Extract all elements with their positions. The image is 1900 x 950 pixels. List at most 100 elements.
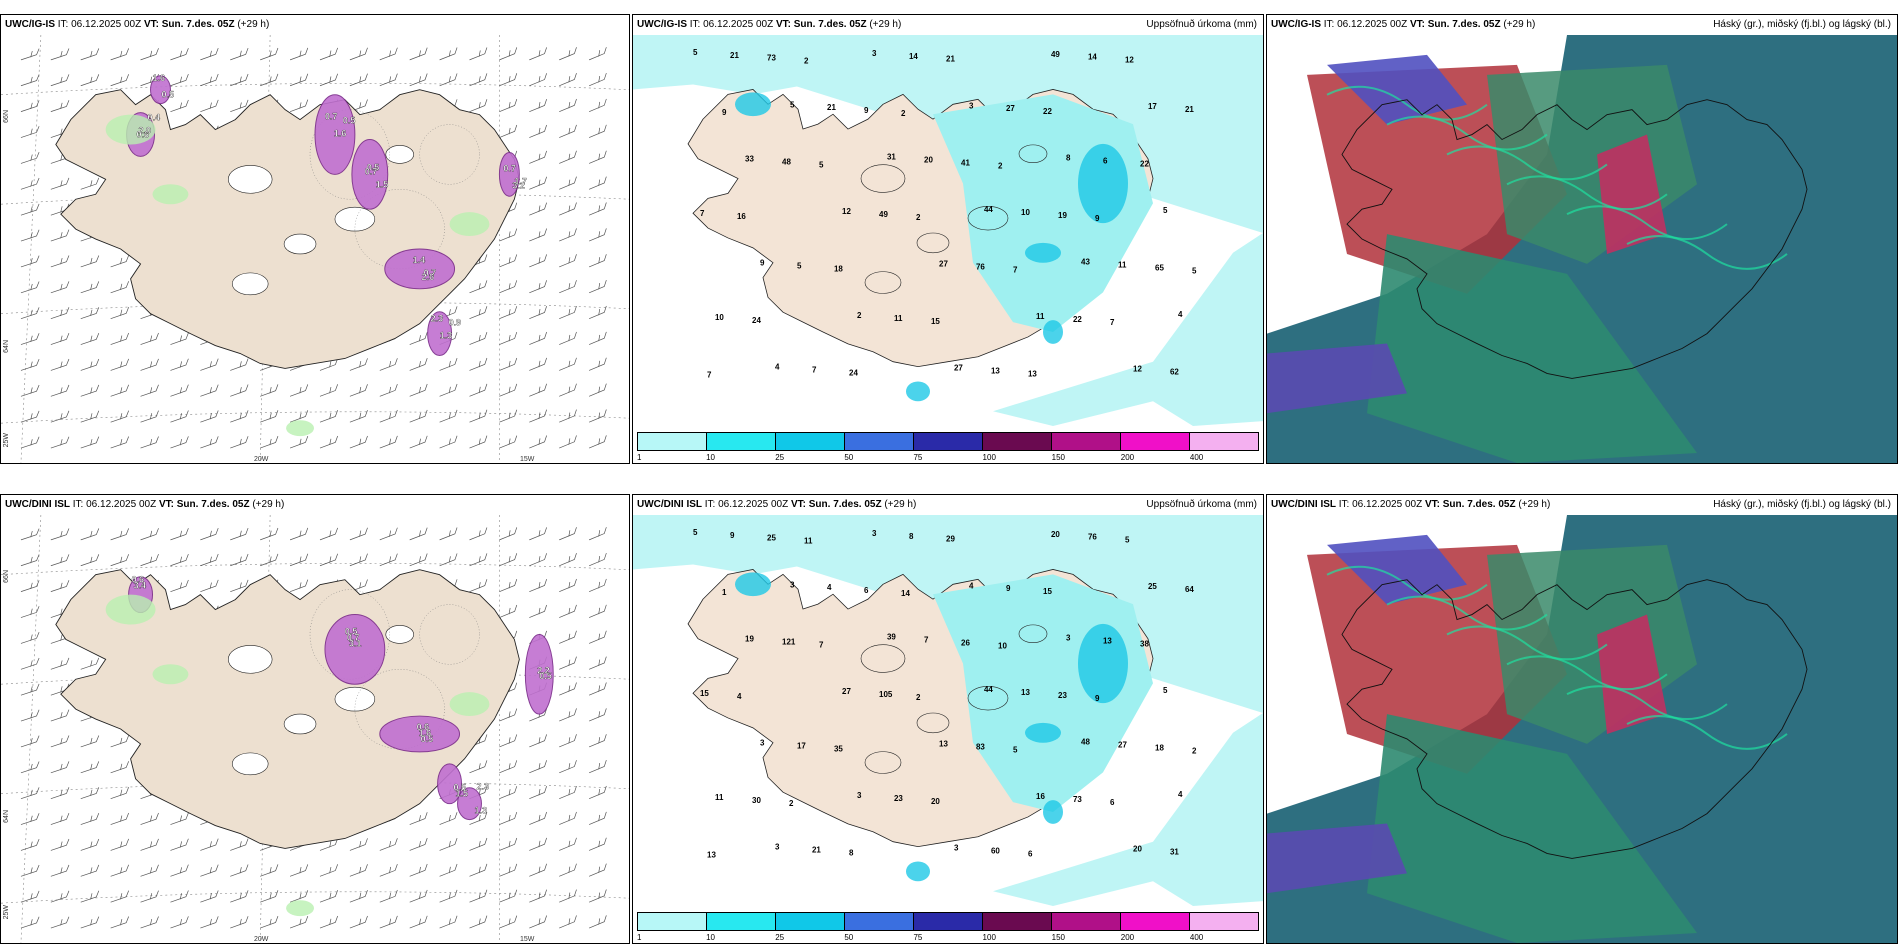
precip-value-label: 15	[931, 317, 940, 326]
wind-barb	[559, 47, 577, 61]
precip-value-label: 31	[887, 153, 896, 162]
wind-barb	[379, 384, 398, 397]
map-precip: 5 3 39 44 48 4 3 3 4 3 5 3 3 3 20 25 19 27 13 16 20 9 4 7 13 27 11…	[633, 515, 1263, 911]
wind-barb	[20, 916, 40, 929]
wind-barb	[170, 73, 189, 87]
wind-barb	[469, 760, 488, 774]
wind-barb	[80, 787, 100, 800]
wind-barb	[409, 838, 428, 851]
wind-barb	[559, 760, 577, 774]
cloud-contour	[1446, 145, 1608, 181]
cloud-contour	[1566, 205, 1728, 241]
wind-barb	[20, 307, 40, 320]
wind-barb	[230, 410, 249, 423]
precip-value-label: 13	[1103, 637, 1112, 646]
precip-value-label: 15	[1043, 587, 1052, 596]
wind-barb	[110, 48, 129, 61]
wind-barb	[80, 332, 100, 345]
precip-value-label: 9	[760, 259, 765, 268]
wind-barb	[379, 864, 398, 877]
wind-barb	[588, 254, 607, 268]
high-cloud-area	[1597, 614, 1667, 734]
colorbar-segment	[914, 433, 983, 450]
wind-value-label: 0.5	[345, 626, 357, 636]
wind-barb	[588, 578, 607, 592]
vt-label: VT:	[158, 499, 174, 510]
wind-barb	[289, 47, 309, 61]
wind-barb	[319, 73, 338, 87]
wind-value-label: 3.4	[134, 581, 146, 591]
wind-barb	[20, 864, 40, 877]
precip-value-label: 21	[827, 103, 836, 112]
wind-barb	[469, 812, 488, 825]
vt-value: Sun. 7.des. 05Z	[808, 499, 882, 510]
vt-label: VT:	[1424, 499, 1440, 510]
wind-barb	[140, 554, 159, 567]
wind-barb	[80, 812, 100, 825]
wind-barb	[170, 358, 189, 371]
wind-barb	[110, 410, 129, 423]
wind-barb	[260, 73, 279, 87]
wind-barb	[559, 228, 577, 242]
precip-value-label: 30	[752, 796, 761, 805]
wind-barb	[170, 579, 189, 592]
wind-barb	[588, 734, 607, 748]
wind-barb	[50, 709, 70, 722]
glacier	[385, 625, 414, 644]
wind-barb	[50, 358, 70, 371]
precip-value-label: 25	[767, 534, 776, 543]
wind-barb	[588, 630, 607, 644]
wind-barb	[80, 74, 100, 87]
wind-barb	[50, 384, 70, 397]
wind-barb	[230, 47, 249, 61]
precip-value-label: 65	[1155, 264, 1164, 273]
wind-barb	[80, 384, 100, 397]
vt-label: VT:	[143, 19, 159, 30]
wind-barb	[409, 553, 428, 567]
iceland-precip-map: 5339444843343533320251927131620947132711…	[633, 515, 1263, 911]
wind-barb	[559, 734, 577, 748]
wind-barb	[499, 228, 518, 242]
wind-barb	[409, 812, 428, 825]
wind-barb	[110, 761, 129, 774]
colorbar-tick-label: 400	[1189, 933, 1204, 942]
wind-barb	[80, 436, 100, 449]
wind-barb	[50, 554, 70, 567]
gust-area	[379, 715, 461, 753]
wind-barb	[80, 358, 100, 371]
precip-value-label: 64	[1185, 585, 1194, 594]
wind-barb	[529, 306, 547, 319]
vt-value: Sun. 7.des. 05Z	[161, 19, 235, 30]
glacier	[864, 271, 902, 294]
wind-barb	[170, 838, 189, 851]
wind-barb	[140, 528, 159, 541]
wind-barb	[50, 48, 70, 61]
lat-label-64n: 64N	[3, 340, 10, 353]
colorbar	[637, 432, 1259, 451]
wind-barb	[110, 735, 129, 748]
wind-barb	[409, 358, 428, 371]
colorbar-segment	[776, 433, 845, 450]
colorbar-segment	[983, 433, 1052, 450]
iceland-coastline	[1341, 579, 1808, 859]
precip-value-label: 11	[1118, 261, 1127, 270]
green-area	[152, 184, 189, 205]
green-area	[286, 900, 315, 917]
it-label: IT:	[1323, 19, 1335, 30]
wind-barb	[20, 203, 40, 216]
wind-barb	[140, 890, 159, 903]
wind-barb	[409, 383, 428, 397]
wind-barb	[499, 760, 518, 774]
wind-value-label: 2.3	[431, 314, 443, 324]
precip-value-label: 4	[775, 363, 780, 372]
wind-barb	[289, 915, 309, 929]
vt-value: Sun. 7.des. 05Z	[176, 499, 250, 510]
precip-value-label: 8	[1066, 154, 1071, 163]
wind-barb	[469, 579, 488, 592]
wind-value-label: 1.3	[440, 331, 452, 341]
wind-barb	[20, 255, 40, 268]
wind-barb	[50, 916, 70, 929]
wind-value-label: 1.5	[376, 179, 388, 189]
wind-barb	[140, 332, 159, 345]
wind-barb	[379, 358, 398, 371]
